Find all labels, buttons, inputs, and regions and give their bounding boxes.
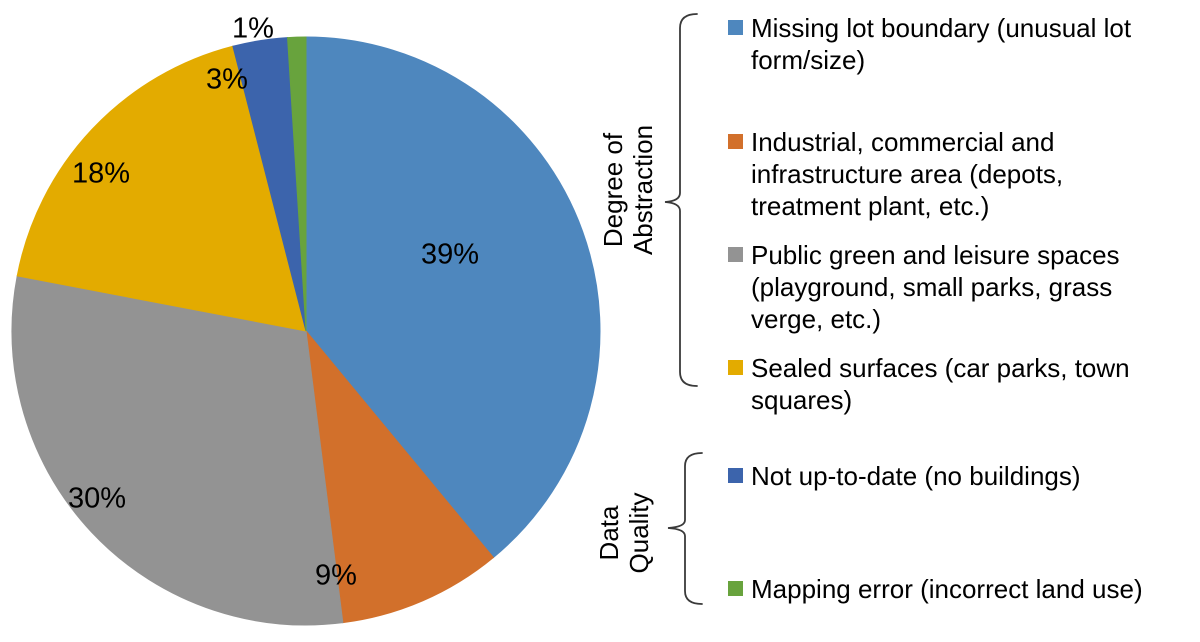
legend-swatch-icon bbox=[728, 360, 743, 375]
pie-slice-label-2: 30% bbox=[67, 482, 127, 515]
pie-slice-label-4: 3% bbox=[206, 63, 248, 96]
pie-slice-0 bbox=[305, 36, 601, 559]
pie-slice-5 bbox=[287, 36, 307, 332]
legend-item-public-green: Public green and leisure spaces (playgro… bbox=[728, 239, 1190, 335]
legend-swatch-icon bbox=[728, 134, 743, 149]
pie-slice-2 bbox=[11, 275, 344, 626]
legend-item-mapping-error: Mapping error (incorrect land use) bbox=[728, 573, 1190, 605]
legend-item-sealed-surfaces: Sealed surfaces (car parks, town squares… bbox=[728, 352, 1190, 416]
degree-of-abstraction-brace bbox=[664, 13, 698, 387]
legend-swatch-icon bbox=[728, 247, 743, 262]
pie-slice-3 bbox=[16, 45, 307, 332]
legend-swatch-icon bbox=[728, 468, 743, 483]
pie-slice-label-5: 1% bbox=[232, 12, 274, 45]
legend-item-industrial-commercial: Industrial, commercial and infrastructur… bbox=[728, 126, 1190, 222]
pie-slice-1 bbox=[305, 329, 495, 624]
pie-slice-label-3: 18% bbox=[71, 157, 131, 190]
legend-item-label: Sealed surfaces (car parks, town squares… bbox=[751, 353, 1130, 415]
legend-swatch-icon bbox=[728, 581, 743, 596]
legend-swatch-icon bbox=[728, 20, 743, 35]
pie-slice-label-0: 39% bbox=[420, 238, 480, 271]
legend-item-label: Missing lot boundary (unusual lot form/s… bbox=[751, 13, 1132, 75]
pie-slice-label-1: 9% bbox=[315, 559, 357, 592]
data-quality-brace bbox=[667, 452, 703, 605]
legend-item-label: Mapping error (incorrect land use) bbox=[751, 574, 1143, 604]
legend-item-label: Not up-to-date (no buildings) bbox=[751, 461, 1081, 491]
legend-item-label: Industrial, commercial and infrastructur… bbox=[751, 127, 1064, 221]
legend-item-label: Public green and leisure spaces (playgro… bbox=[751, 240, 1120, 334]
legend-item-not-up-to-date: Not up-to-date (no buildings) bbox=[728, 460, 1190, 492]
legend-item-missing-lot-boundary: Missing lot boundary (unusual lot form/s… bbox=[728, 12, 1190, 76]
